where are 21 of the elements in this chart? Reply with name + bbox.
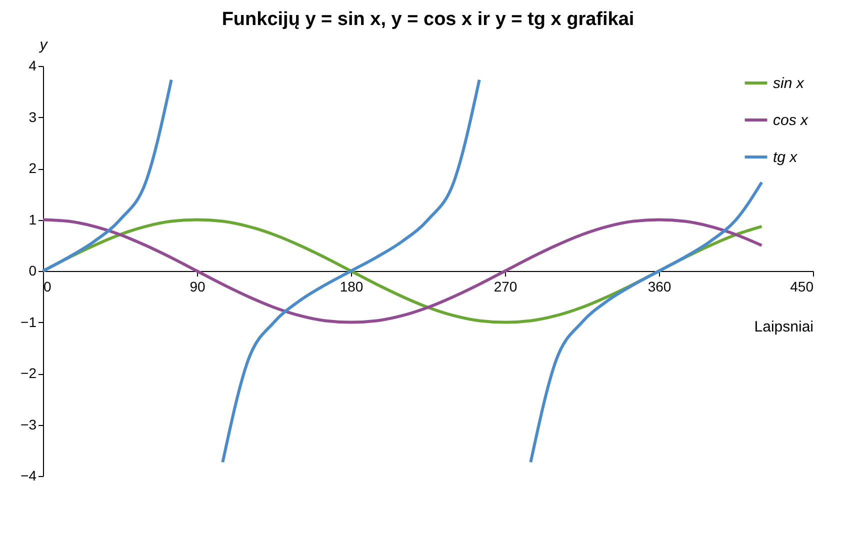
x-tick-label: 0 — [44, 278, 52, 294]
legend-label: cos x — [773, 112, 809, 129]
x-tick-label: 90 — [190, 278, 206, 294]
y-tick-label: 2 — [28, 160, 37, 176]
legend-label: tg x — [773, 149, 798, 166]
y-tick-label: −2 — [20, 365, 37, 381]
y-tick-label: 4 — [28, 58, 37, 74]
x-axis-title: Laipsniai — [754, 318, 814, 336]
y-axis-title: y — [38, 36, 49, 54]
y-tick-label: −1 — [20, 314, 37, 330]
x-tick-label: 270 — [494, 278, 518, 294]
x-tick-label: 360 — [648, 278, 672, 294]
x-tick-label: 180 — [340, 278, 364, 294]
y-tick-label: 0 — [28, 262, 37, 278]
y-tick-label: 1 — [28, 211, 37, 228]
y-tick-label: −4 — [20, 468, 37, 484]
x-tick-label: 450 — [790, 278, 814, 294]
y-tick-label: 3 — [28, 108, 37, 125]
y-tick-label: −3 — [20, 416, 37, 432]
chart-title: Funkcijų y = sin x, y = cos x ir y = tg x grafikai — [222, 9, 634, 30]
legend-label: sin x — [773, 75, 804, 92]
